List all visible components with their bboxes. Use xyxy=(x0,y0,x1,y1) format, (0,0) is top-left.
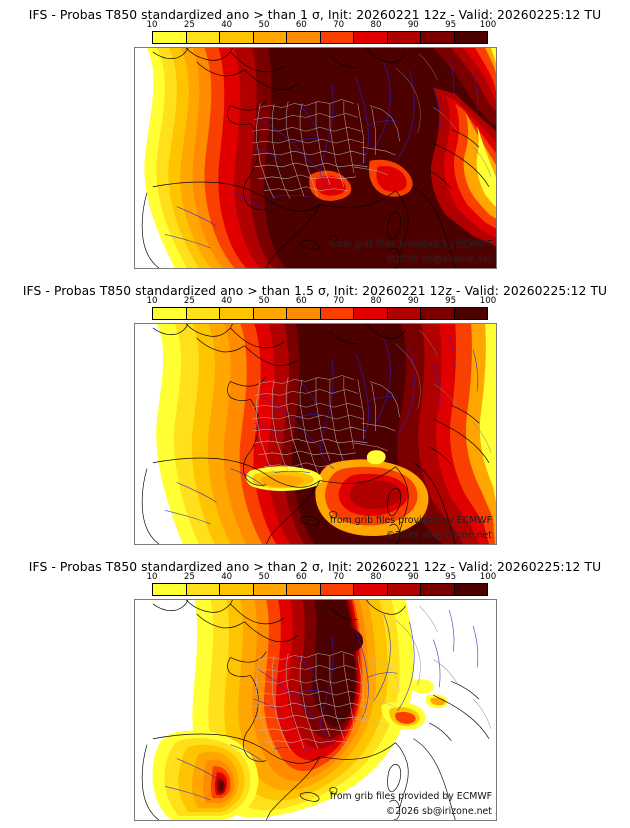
colorbar-segment xyxy=(387,584,421,595)
credit-copyright: ©2026 sb@irizone.net xyxy=(385,530,492,541)
panel-title-1sigma: IFS - Probas T850 standardized ano > tha… xyxy=(28,8,602,22)
colorbar-tick: 25 xyxy=(183,296,195,306)
colorbar-tick: 50 xyxy=(258,296,270,306)
colorbar-tick: 50 xyxy=(258,20,270,30)
colorbar-tick: 60 xyxy=(295,572,307,582)
colorbar-tick: 40 xyxy=(221,572,233,582)
colorbar-tick: 70 xyxy=(333,20,345,30)
map-panel-2sigma: IFS - Probas T850 standardized ano > tha… xyxy=(0,552,630,828)
colorbar-segment xyxy=(454,308,487,319)
credit-copyright: ©2026 sb@irizone.net xyxy=(385,806,492,817)
colorbar-tick: 90 xyxy=(407,296,419,306)
colorbar-tick: 10 xyxy=(146,20,158,30)
colorbar-segment xyxy=(354,32,388,43)
credit-copyright: ©2026 sb@irizone.net xyxy=(385,254,492,265)
colorbar-segment xyxy=(220,584,254,595)
colorbar-tick: 25 xyxy=(183,20,195,30)
colorbar-1sigma: 10 25 40 50 60 70 80 90 95 100 xyxy=(147,20,497,45)
colorbar-tick: 80 xyxy=(370,296,382,306)
map-canvas-1p5sigma[interactable]: from grib files provided by ECMWF ©2026 … xyxy=(134,323,497,545)
colorbar-1p5sigma: 10 25 40 50 60 70 80 90 95 100 xyxy=(147,296,497,321)
colorbar-segment xyxy=(186,584,220,595)
colorbar-segment xyxy=(220,308,254,319)
colorbar-segment xyxy=(153,584,187,595)
colorbar-tick: 70 xyxy=(333,572,345,582)
colorbar-segment xyxy=(186,308,220,319)
colorbar-gradient xyxy=(152,31,488,44)
colorbar-segment xyxy=(253,584,287,595)
colorbar-segment xyxy=(186,32,220,43)
colorbar-segment xyxy=(354,584,388,595)
colorbar-tick: 10 xyxy=(146,296,158,306)
colorbar-tick: 100 xyxy=(479,20,497,30)
colorbar-tick: 95 xyxy=(445,572,457,582)
colorbar-segment xyxy=(421,308,455,319)
credit-source: from grib files provided by ECMWF xyxy=(329,239,492,250)
colorbar-tick: 100 xyxy=(479,296,497,306)
colorbar-segment xyxy=(387,308,421,319)
colorbar-segment xyxy=(287,308,321,319)
colorbar-segment xyxy=(387,32,421,43)
map-svg-1p5sigma xyxy=(135,324,496,544)
colorbar-tick: 100 xyxy=(479,572,497,582)
colorbar-segment xyxy=(253,308,287,319)
colorbar-segment xyxy=(320,584,354,595)
colorbar-segment xyxy=(287,32,321,43)
credit-source: from grib files provided by ECMWF xyxy=(329,791,492,802)
colorbar-tick: 10 xyxy=(146,572,158,582)
colorbar-segment xyxy=(253,32,287,43)
colorbar-tick: 95 xyxy=(445,20,457,30)
colorbar-segment xyxy=(320,32,354,43)
colorbar-tick: 40 xyxy=(221,20,233,30)
colorbar-tick: 50 xyxy=(258,572,270,582)
colorbar-tick: 40 xyxy=(221,296,233,306)
panel-title-2sigma: IFS - Probas T850 standardized ano > tha… xyxy=(28,560,602,574)
colorbar-tick: 25 xyxy=(183,572,195,582)
map-svg-1sigma xyxy=(135,48,496,268)
colorbar-ticks: 10 25 40 50 60 70 80 90 95 100 xyxy=(147,296,497,307)
map-canvas-1sigma[interactable]: from grib files provided by ECMWF ©2026 … xyxy=(134,47,497,269)
colorbar-tick: 90 xyxy=(407,572,419,582)
panel-title-1p5sigma: IFS - Probas T850 standardized ano > tha… xyxy=(22,284,608,298)
map-panel-1sigma: IFS - Probas T850 standardized ano > tha… xyxy=(0,0,630,276)
map-canvas-2sigma[interactable]: from grib files provided by ECMWF ©2026 … xyxy=(134,599,497,821)
map-panel-1p5sigma: IFS - Probas T850 standardized ano > tha… xyxy=(0,276,630,552)
colorbar-segment xyxy=(454,584,487,595)
colorbar-tick: 90 xyxy=(407,20,419,30)
colorbar-2sigma: 10 25 40 50 60 70 80 90 95 100 xyxy=(147,572,497,597)
colorbar-tick: 60 xyxy=(295,296,307,306)
colorbar-segment xyxy=(454,32,487,43)
colorbar-segment xyxy=(287,584,321,595)
colorbar-segment xyxy=(153,32,187,43)
colorbar-gradient xyxy=(152,583,488,596)
colorbar-ticks: 10 25 40 50 60 70 80 90 95 100 xyxy=(147,572,497,583)
colorbar-segment xyxy=(220,32,254,43)
colorbar-segment xyxy=(421,584,455,595)
credit-source: from grib files provided by ECMWF xyxy=(329,515,492,526)
colorbar-tick: 95 xyxy=(445,296,457,306)
colorbar-tick: 80 xyxy=(370,572,382,582)
colorbar-ticks: 10 25 40 50 60 70 80 90 95 100 xyxy=(147,20,497,31)
colorbar-segment xyxy=(153,308,187,319)
colorbar-segment xyxy=(320,308,354,319)
colorbar-segment xyxy=(421,32,455,43)
colorbar-tick: 70 xyxy=(333,296,345,306)
colorbar-gradient xyxy=(152,307,488,320)
map-svg-2sigma xyxy=(135,600,496,820)
colorbar-tick: 60 xyxy=(295,20,307,30)
colorbar-tick: 80 xyxy=(370,20,382,30)
colorbar-segment xyxy=(354,308,388,319)
